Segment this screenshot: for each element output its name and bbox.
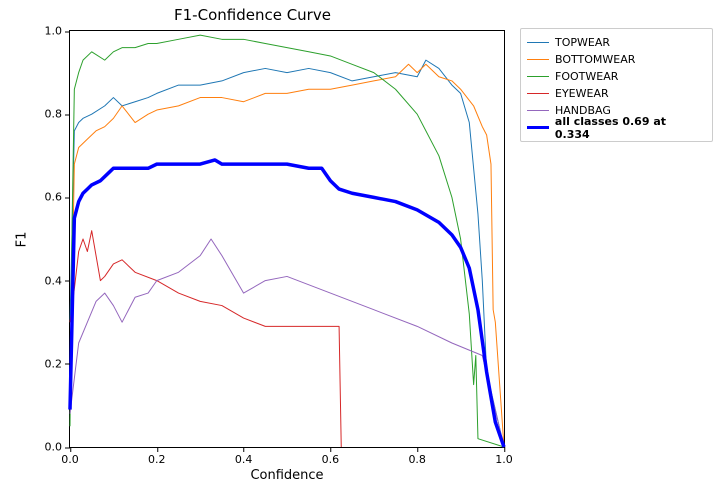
y-tick: 1.0 <box>45 25 71 38</box>
chart-title: F1-Confidence Curve <box>0 6 505 24</box>
legend-swatch <box>527 76 549 77</box>
series-line <box>70 160 504 447</box>
legend-item: TOPWEAR <box>527 34 704 51</box>
legend: TOPWEARBOTTOMWEARFOOTWEAREYEWEARHANDBAGa… <box>520 28 713 142</box>
plot-area: 0.00.20.40.60.81.00.00.20.40.60.81.0 <box>69 30 505 448</box>
legend-label: all classes 0.69 at 0.334 <box>555 115 704 141</box>
legend-item: BOTTOMWEAR <box>527 51 704 68</box>
legend-label: EYEWEAR <box>555 87 609 100</box>
x-tick: 1.0 <box>495 447 513 466</box>
legend-label: TOPWEAR <box>555 36 610 49</box>
y-tick: 0.8 <box>45 108 71 121</box>
x-tick: 0.6 <box>322 447 340 466</box>
y-axis-label: F1 <box>14 30 30 448</box>
y-tick: 0.0 <box>45 441 71 454</box>
series-line <box>70 64 504 447</box>
legend-swatch <box>527 93 549 94</box>
f1-confidence-figure: F1-Confidence Curve F1 0.00.20.40.60.81.… <box>0 0 713 500</box>
y-tick: 0.4 <box>45 274 71 287</box>
legend-label: BOTTOMWEAR <box>555 53 635 66</box>
legend-item: all classes 0.69 at 0.334 <box>527 119 704 136</box>
legend-item: EYEWEAR <box>527 85 704 102</box>
y-tick: 0.6 <box>45 191 71 204</box>
line-plot-svg <box>70 31 504 447</box>
series-line <box>70 239 504 447</box>
legend-item: FOOTWEAR <box>527 68 704 85</box>
legend-swatch <box>527 59 549 60</box>
legend-swatch <box>527 42 549 43</box>
x-tick: 0.2 <box>148 447 166 466</box>
legend-label: FOOTWEAR <box>555 70 618 83</box>
legend-swatch <box>527 110 549 111</box>
y-tick: 0.2 <box>45 357 71 370</box>
series-line <box>70 231 341 447</box>
legend-swatch <box>527 126 549 129</box>
x-tick: 0.4 <box>235 447 253 466</box>
x-tick: 0.8 <box>408 447 426 466</box>
series-line <box>70 35 504 447</box>
series-line <box>70 60 504 447</box>
x-axis-label: Confidence <box>69 468 505 483</box>
